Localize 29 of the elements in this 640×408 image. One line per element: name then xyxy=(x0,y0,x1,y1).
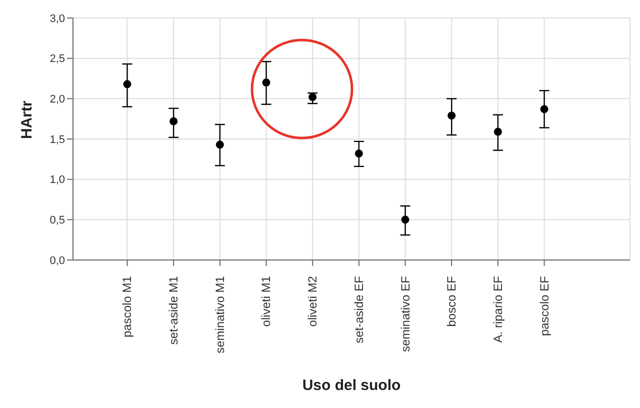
x-tick-label: pascolo M1 xyxy=(120,276,134,338)
point xyxy=(354,150,363,158)
y-tick-label: 3,0 xyxy=(50,12,65,25)
x-axis-title: Uso del suolo xyxy=(302,377,401,394)
y-tick-label: 0,5 xyxy=(50,214,65,227)
y-tick-label: 1,0 xyxy=(50,174,65,186)
x-tick-label: oliveti M1 xyxy=(259,276,274,327)
y-tick-label: 1,5 xyxy=(50,134,65,146)
y-tick-label: 0,0 xyxy=(50,254,65,267)
point xyxy=(123,80,132,88)
y-tick-label: 2,5 xyxy=(50,53,65,66)
x-tick-label: set-aside EF xyxy=(352,276,366,344)
point xyxy=(262,78,270,87)
point xyxy=(170,117,178,126)
x-tick-label: set-aside M1 xyxy=(166,276,181,345)
x-tick-label: seminativo EF xyxy=(398,276,412,352)
x-tick-label: bosco EF xyxy=(444,276,459,327)
x-tick-label: pascolo EF xyxy=(537,276,552,336)
point xyxy=(540,105,548,114)
point xyxy=(494,128,502,136)
y-tick-label: 2,0 xyxy=(50,94,65,106)
point xyxy=(308,93,317,102)
point xyxy=(448,112,456,120)
x-tick-label: oliveti M2 xyxy=(306,276,320,327)
y-axis-title: HArtr xyxy=(18,100,36,139)
x-tick-label: A. ripario EF xyxy=(490,276,505,343)
point xyxy=(401,216,410,224)
point xyxy=(216,140,224,149)
x-tick-label: seminativo M1 xyxy=(212,276,227,354)
